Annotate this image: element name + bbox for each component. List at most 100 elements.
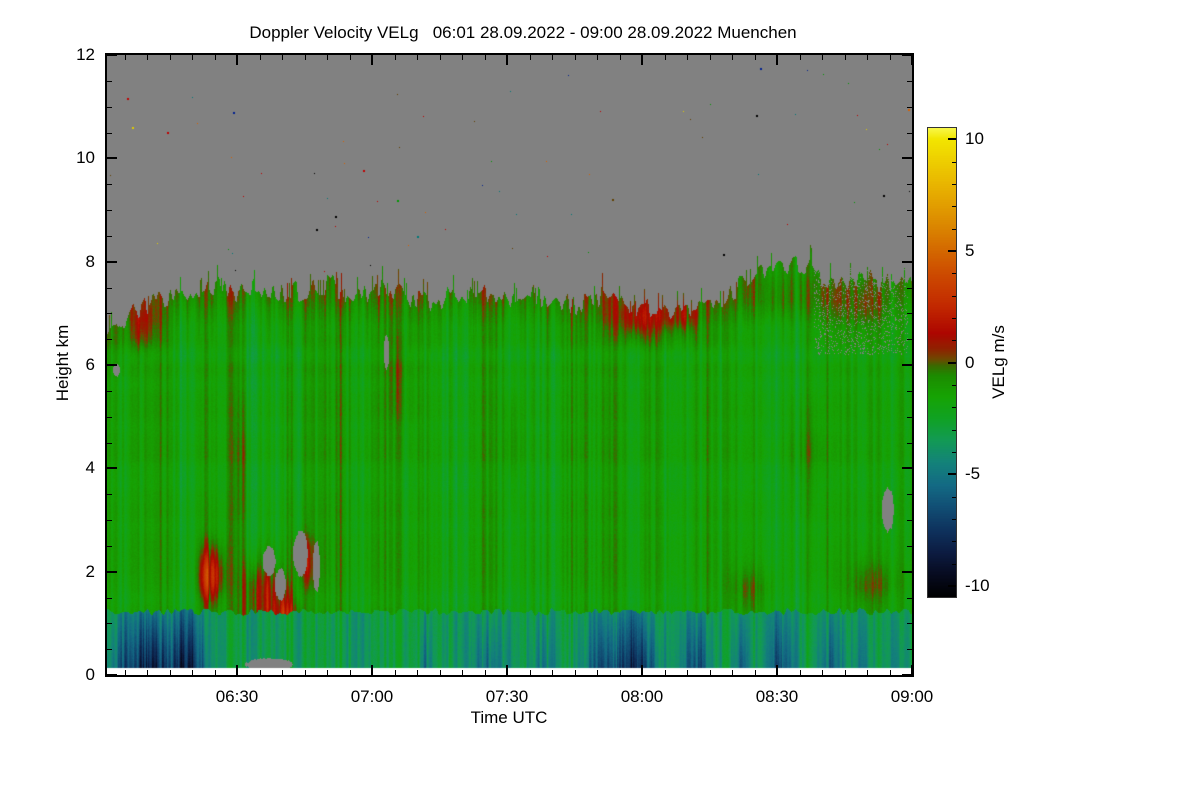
colorbar-tick (948, 138, 956, 140)
x-axis-minor-tick-top (620, 55, 621, 60)
y-tick-label: 12 (76, 45, 95, 64)
x-axis-minor-tick-top (732, 55, 733, 60)
x-axis-tick (776, 665, 778, 675)
colorbar-minor-tick (952, 541, 956, 542)
y-tick-label: 2 (85, 562, 95, 581)
x-axis-minor-tick-top (327, 55, 328, 60)
x-axis-minor-tick-top (845, 55, 846, 60)
y-axis-minor-tick (107, 494, 112, 495)
x-axis-minor-tick (260, 670, 261, 675)
x-axis-minor-tick (417, 670, 418, 675)
colorbar-minor-tick (952, 229, 956, 230)
x-axis-minor-tick (845, 670, 846, 675)
x-axis-minor-tick (800, 670, 801, 675)
y-axis-tick-right (902, 467, 912, 469)
x-axis-minor-tick-top (530, 55, 531, 60)
y-axis-tick (107, 364, 117, 366)
colorbar-minor-tick (952, 296, 956, 297)
x-axis-tick-top (371, 55, 373, 65)
colorbar-tick (948, 362, 956, 364)
x-axis-minor-tick (822, 670, 823, 675)
y-axis-tick-right (902, 674, 912, 676)
colorbar-minor-tick (952, 407, 956, 408)
y-axis-minor-tick-right (907, 391, 912, 392)
x-axis-minor-tick-top (575, 55, 576, 60)
y-axis-minor-tick (107, 443, 112, 444)
y-axis-minor-tick-right (907, 339, 912, 340)
y-axis-minor-tick (107, 520, 112, 521)
x-tick-label: 08:30 (755, 687, 799, 706)
x-axis-minor-tick (485, 670, 486, 675)
x-axis-minor-tick-top (125, 55, 126, 60)
colorbar-tick-label: 5 (965, 241, 975, 260)
colorbar-tick (948, 250, 956, 252)
x-axis-minor-tick-top (867, 55, 868, 60)
y-axis-minor-tick-right (907, 107, 912, 108)
y-axis-minor-tick-right (907, 443, 912, 444)
x-axis-minor-tick (732, 670, 733, 675)
y-axis-tick-right (902, 157, 912, 159)
x-axis-minor-tick-top (192, 55, 193, 60)
x-axis-minor-tick (687, 670, 688, 675)
colorbar-minor-tick (952, 162, 956, 163)
y-axis-minor-tick (107, 417, 112, 418)
x-axis-minor-tick (890, 670, 891, 675)
x-axis-tick (641, 665, 643, 675)
y-axis-minor-tick-right (907, 210, 912, 211)
x-axis-tick (371, 665, 373, 675)
y-tick-label: 6 (85, 355, 95, 374)
x-axis-minor-tick (215, 670, 216, 675)
y-axis-tick-right (902, 364, 912, 366)
x-axis-minor-tick-top (147, 55, 148, 60)
x-axis-minor-tick-top (755, 55, 756, 60)
y-axis-minor-tick (107, 313, 112, 314)
y-tick-label: 10 (76, 148, 95, 167)
x-axis-tick-top (236, 55, 238, 65)
y-axis-minor-tick (107, 288, 112, 289)
chart-title: Doppler Velocity VELg 06:01 28.09.2022 -… (249, 23, 797, 42)
x-tick-label: 07:30 (485, 687, 529, 706)
x-axis-tick (236, 665, 238, 675)
y-axis-tick-right (902, 571, 912, 573)
x-axis-minor-tick-top (395, 55, 396, 60)
y-axis-minor-tick-right (907, 546, 912, 547)
colorbar-minor-tick (952, 497, 956, 498)
y-axis-minor-tick (107, 339, 112, 340)
y-axis-tick (107, 54, 117, 56)
x-axis-minor-tick (575, 670, 576, 675)
x-axis-minor-tick-top (800, 55, 801, 60)
y-axis-tick (107, 261, 117, 263)
x-axis-minor-tick (327, 670, 328, 675)
y-axis-minor-tick (107, 623, 112, 624)
x-axis-tick (506, 665, 508, 675)
x-axis-tick-top (641, 55, 643, 65)
x-axis-minor-tick (597, 670, 598, 675)
y-axis-minor-tick-right (907, 649, 912, 650)
x-axis-minor-tick (552, 670, 553, 675)
x-axis-minor-tick (530, 670, 531, 675)
y-axis-minor-tick (107, 598, 112, 599)
y-tick-label: 4 (85, 458, 95, 477)
x-axis-minor-tick-top (665, 55, 666, 60)
colorbar-minor-tick (952, 452, 956, 453)
colorbar-tick-label: 10 (965, 129, 984, 148)
y-axis-minor-tick-right (907, 236, 912, 237)
x-axis-minor-tick (192, 670, 193, 675)
x-tick-label: 07:00 (350, 687, 394, 706)
colorbar-minor-tick (952, 430, 956, 431)
x-axis-minor-tick-top (170, 55, 171, 60)
y-axis-tick (107, 674, 117, 676)
colorbar-minor-tick (952, 340, 956, 341)
colorbar-tick (948, 585, 956, 587)
x-tick-label: 08:00 (620, 687, 664, 706)
x-axis-minor-tick (350, 670, 351, 675)
y-axis-minor-tick (107, 210, 112, 211)
x-axis-minor-tick (170, 670, 171, 675)
y-axis-minor-tick-right (907, 288, 912, 289)
y-axis-tick (107, 157, 117, 159)
y-axis-minor-tick (107, 649, 112, 650)
x-axis-minor-tick (440, 670, 441, 675)
x-axis-minor-tick-top (417, 55, 418, 60)
x-axis-minor-tick-top (350, 55, 351, 60)
x-axis-minor-tick (282, 670, 283, 675)
